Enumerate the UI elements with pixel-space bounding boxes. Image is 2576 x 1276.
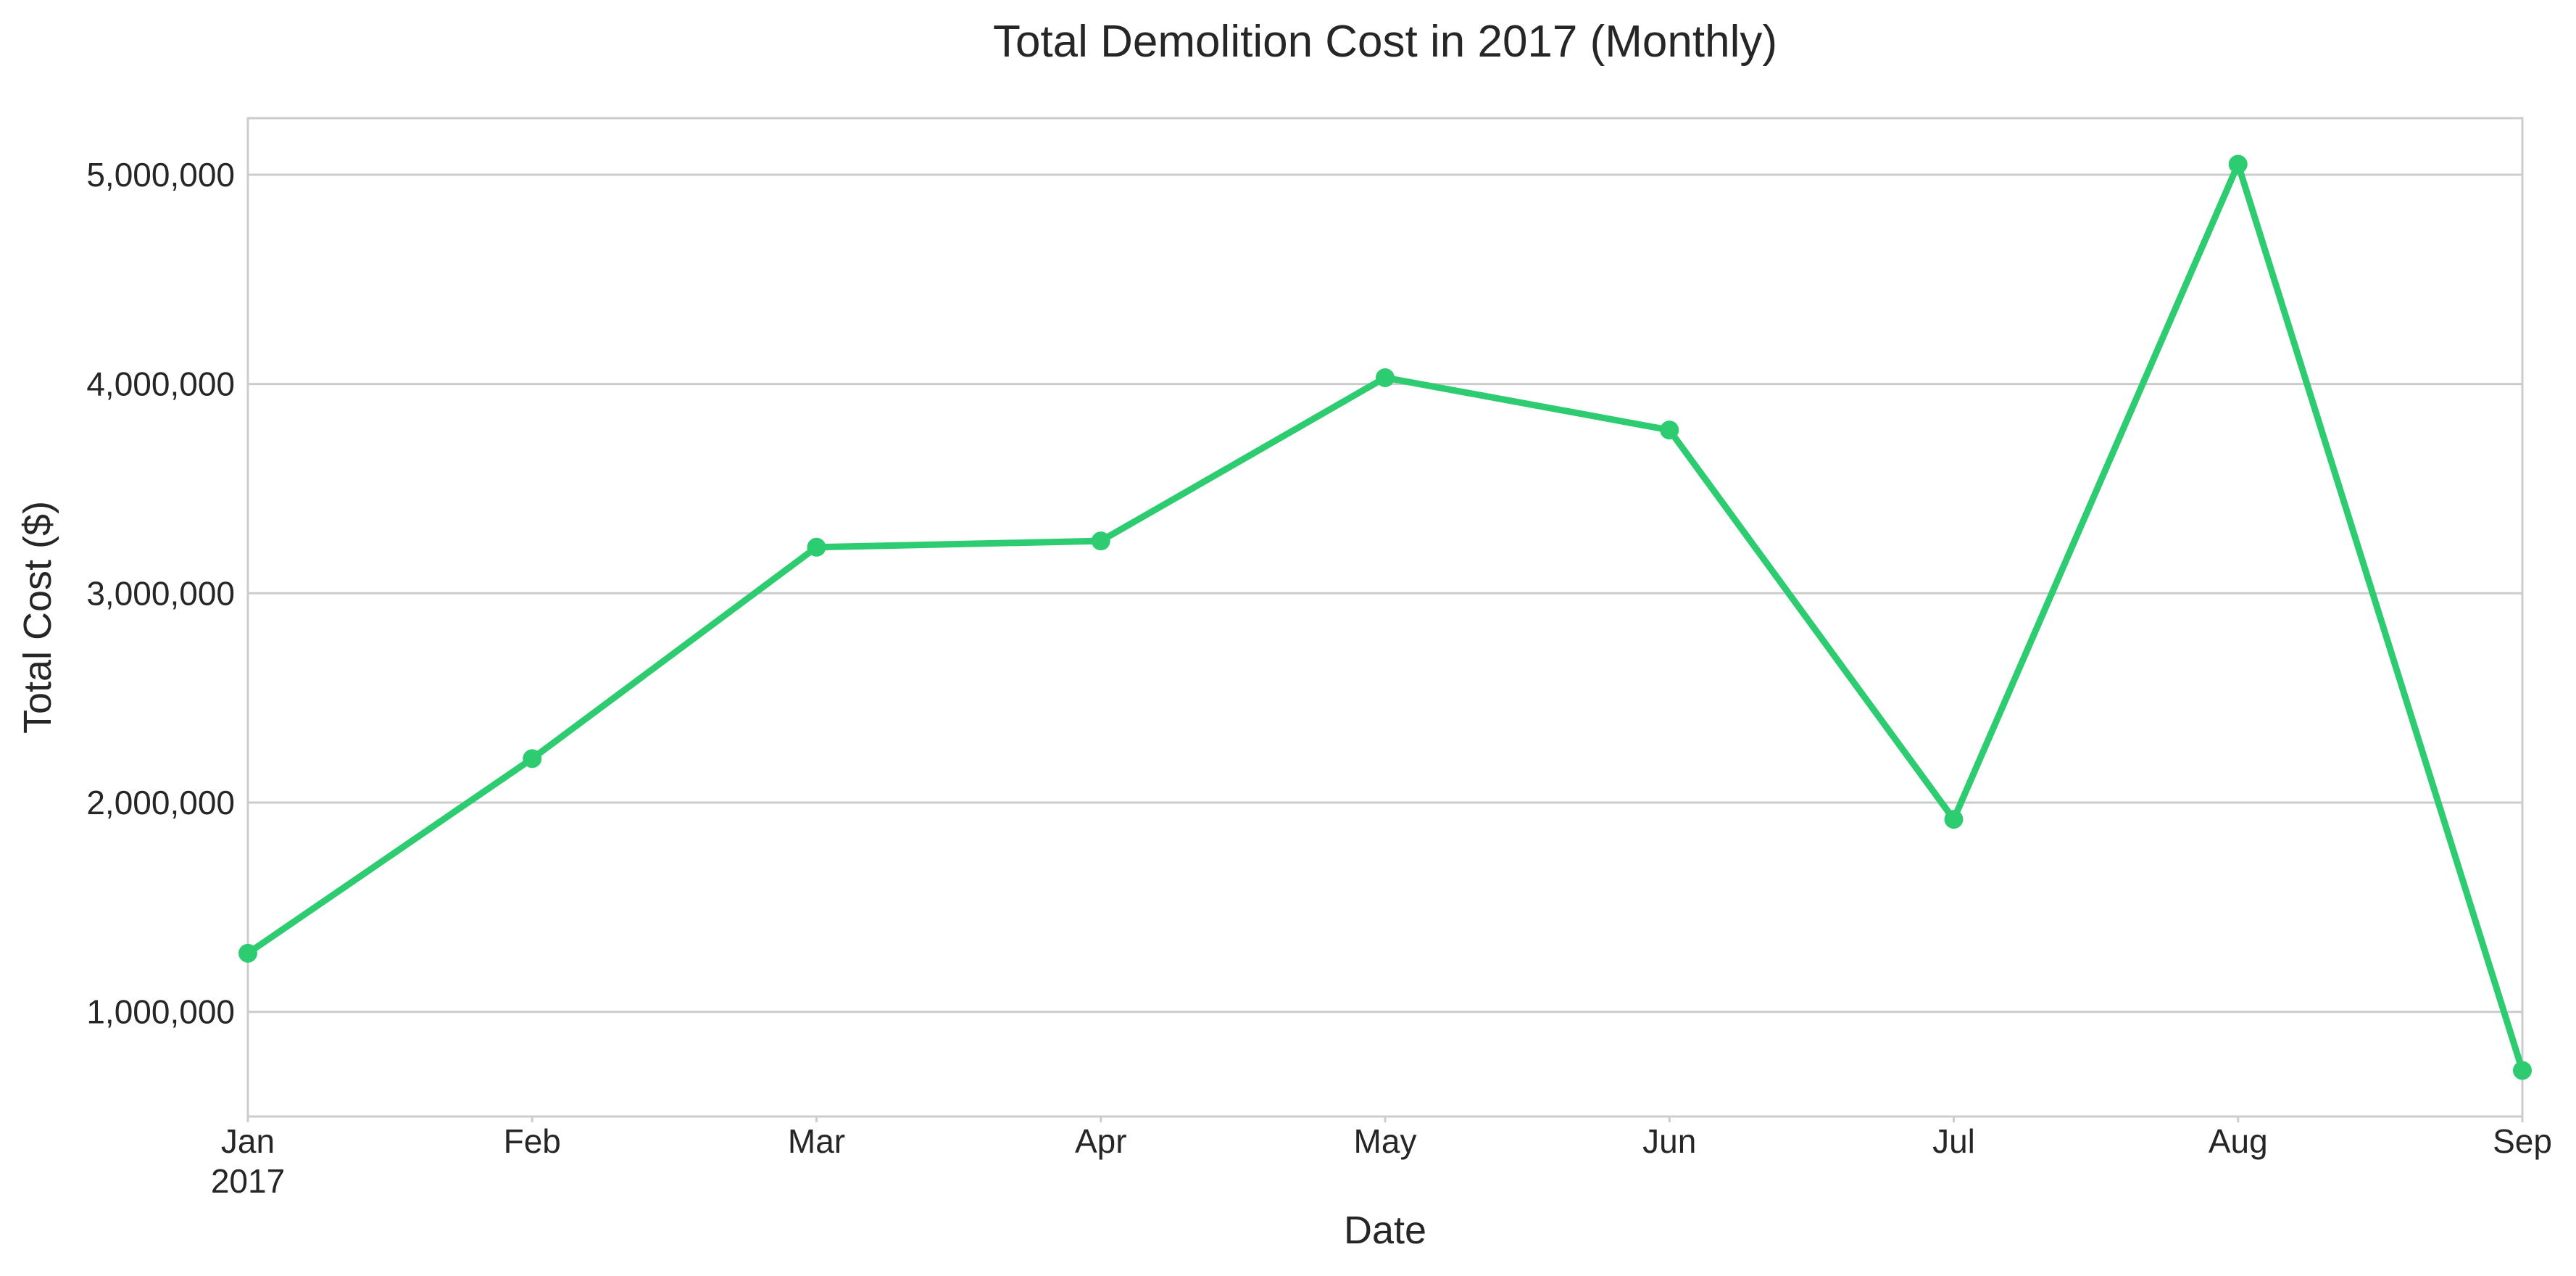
- x-tick-label: May: [1354, 1122, 1417, 1160]
- data-point-marker: [807, 537, 826, 557]
- data-point-marker: [1091, 531, 1110, 551]
- y-tick-label: 2,000,000: [86, 784, 235, 821]
- x-tick-label: Jan: [221, 1122, 275, 1160]
- y-axis-ticks: 1,000,000 2,000,000 3,000,000 4,000,000 5,00…: [86, 156, 235, 1031]
- data-point-marker: [238, 943, 257, 963]
- data-point-marker: [2228, 154, 2248, 174]
- series-layer: [238, 154, 2532, 1080]
- x-tick-label: Jul: [1932, 1122, 1975, 1160]
- data-point-marker: [1376, 368, 1395, 387]
- x-tick-label: Jun: [1642, 1122, 1696, 1160]
- data-point-marker: [2513, 1061, 2532, 1080]
- x-tick-label: Mar: [788, 1122, 845, 1160]
- y-tick-label: 5,000,000: [86, 156, 235, 194]
- y-axis-label: Total Cost ($): [16, 501, 59, 734]
- plot-area-frame: [246, 117, 2524, 1118]
- x-tick-label: Feb: [504, 1122, 561, 1160]
- series-line: [244, 161, 2526, 1074]
- x-tick-label: Sep: [2493, 1122, 2552, 1160]
- x-axis-label: Date: [1344, 1209, 1426, 1252]
- y-tick-label: 4,000,000: [86, 365, 235, 403]
- x-tick-label: Apr: [1075, 1122, 1127, 1160]
- data-point-marker: [1944, 810, 1964, 829]
- data-point-marker: [1660, 420, 1679, 440]
- chart-title: Total Demolition Cost in 2017 (Monthly): [993, 17, 1777, 67]
- y-tick-label: 1,000,000: [86, 993, 235, 1031]
- x-axis-ticks: Jan Feb Mar Apr May Jun Jul Aug Sep 2017: [211, 1116, 2552, 1200]
- y-tick-label: 3,000,000: [86, 574, 235, 612]
- data-point-marker: [523, 749, 542, 768]
- x-tick-label: Aug: [2209, 1122, 2268, 1160]
- x-tick-year-label: 2017: [211, 1162, 285, 1200]
